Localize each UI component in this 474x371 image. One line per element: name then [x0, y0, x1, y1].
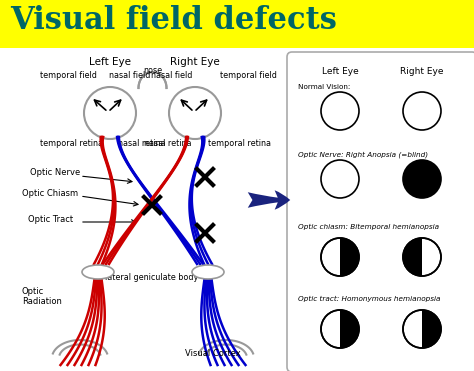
Wedge shape	[340, 310, 359, 348]
Wedge shape	[422, 310, 441, 348]
Circle shape	[403, 310, 441, 348]
Text: Visual Cortex: Visual Cortex	[185, 349, 241, 358]
Circle shape	[403, 238, 441, 276]
Text: nose: nose	[143, 66, 162, 75]
Circle shape	[84, 87, 136, 139]
Text: Optic chiasm: Bitemporal hemianopsia: Optic chiasm: Bitemporal hemianopsia	[298, 224, 439, 230]
Text: Left Eye: Left Eye	[322, 66, 358, 76]
Circle shape	[403, 160, 441, 198]
Text: temporal field: temporal field	[219, 71, 276, 80]
Text: nasal field: nasal field	[109, 71, 151, 80]
Wedge shape	[340, 238, 359, 276]
Text: Right Eye: Right Eye	[170, 57, 220, 67]
Text: temporal retina: temporal retina	[209, 139, 272, 148]
Text: nasal retina: nasal retina	[118, 139, 166, 148]
Circle shape	[321, 310, 359, 348]
Text: temporal field: temporal field	[39, 71, 96, 80]
FancyBboxPatch shape	[0, 0, 474, 48]
Text: Normal Vision:: Normal Vision:	[298, 84, 350, 90]
Text: nasal field: nasal field	[151, 71, 193, 80]
Text: Optic Chiasm: Optic Chiasm	[22, 189, 78, 198]
Circle shape	[403, 92, 441, 130]
Circle shape	[321, 238, 359, 276]
Text: lateral geniculate body: lateral geniculate body	[105, 273, 199, 282]
Text: Optic
Radiation: Optic Radiation	[22, 287, 62, 306]
Circle shape	[169, 87, 221, 139]
Ellipse shape	[82, 265, 114, 279]
Text: temporal retina: temporal retina	[40, 139, 103, 148]
FancyBboxPatch shape	[287, 52, 474, 371]
Ellipse shape	[192, 265, 224, 279]
Wedge shape	[403, 238, 422, 276]
Text: Optic Tract: Optic Tract	[28, 215, 73, 224]
Circle shape	[321, 92, 359, 130]
Circle shape	[321, 160, 359, 198]
Text: Optic Nerve: Optic Nerve	[30, 168, 80, 177]
Text: nasal retina: nasal retina	[144, 139, 192, 148]
Text: Visual field defects: Visual field defects	[10, 5, 337, 36]
Text: Right Eye: Right Eye	[400, 66, 444, 76]
Text: Left Eye: Left Eye	[89, 57, 131, 67]
Text: Optic tract: Homonymous hemianopsia: Optic tract: Homonymous hemianopsia	[298, 296, 440, 302]
Text: Optic Nerve: Right Anopsia (=blind): Optic Nerve: Right Anopsia (=blind)	[298, 152, 428, 158]
